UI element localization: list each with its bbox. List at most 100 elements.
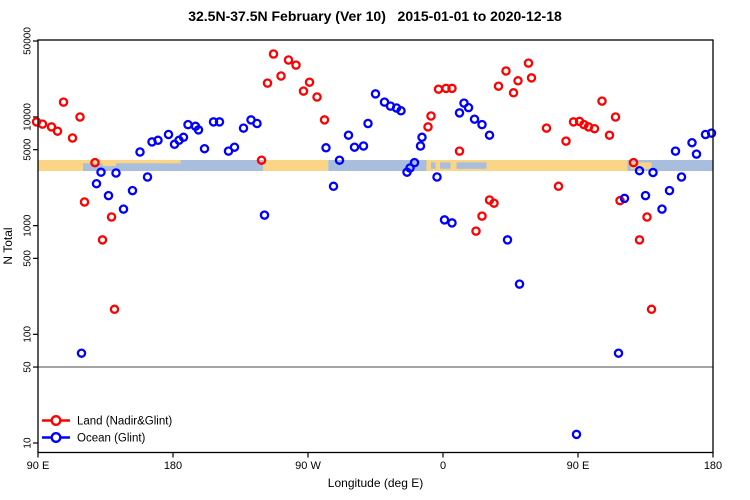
data-point — [106, 212, 117, 222]
data-point — [691, 149, 702, 159]
data-point — [304, 77, 315, 87]
data-point — [561, 136, 571, 146]
data-point — [471, 226, 481, 236]
data-point — [97, 235, 108, 245]
coast-band-segment — [83, 159, 263, 172]
data-point — [409, 157, 420, 168]
y-tick-label: 500 — [23, 250, 34, 267]
data-point — [96, 167, 106, 177]
data-point — [321, 143, 331, 153]
data-point — [118, 204, 129, 214]
coast-band-patch — [167, 159, 176, 164]
coast-band-segment — [627, 159, 713, 172]
data-point — [163, 129, 174, 140]
data-point — [493, 81, 504, 91]
data-point — [597, 96, 607, 106]
coast-band-segment — [489, 159, 628, 172]
data-point — [642, 212, 652, 222]
y-axis-title: N Total — [1, 227, 15, 264]
coast-band-segment — [263, 159, 329, 172]
data-point — [568, 117, 579, 127]
data-point — [75, 112, 85, 122]
data-point — [469, 114, 480, 124]
data-point — [214, 117, 225, 127]
data-point — [67, 133, 78, 143]
data-point — [291, 60, 301, 70]
data-point — [526, 73, 537, 83]
data-point — [193, 125, 204, 135]
data-point — [423, 122, 433, 132]
data-point — [252, 118, 262, 129]
series-ocean — [76, 89, 717, 440]
data-point — [298, 86, 309, 96]
data-point — [238, 123, 249, 133]
coast-band-segment — [328, 159, 427, 172]
data-point — [262, 78, 273, 88]
data-point — [358, 141, 369, 151]
data-point — [178, 132, 189, 143]
data-point — [541, 123, 552, 133]
data-point — [439, 215, 450, 225]
data-point — [79, 197, 90, 207]
data-point — [76, 348, 87, 358]
data-point — [502, 235, 513, 245]
data-point — [513, 76, 523, 86]
data-point — [648, 167, 658, 178]
data-point — [613, 348, 624, 358]
data-point — [256, 155, 267, 165]
chart-title: 32.5N-37.5N February (Ver 10) 2015-01-01… — [188, 8, 562, 24]
data-point — [103, 190, 114, 201]
data-point — [477, 211, 487, 221]
data-point — [142, 172, 153, 182]
data-point — [634, 165, 645, 176]
data-point — [463, 102, 474, 113]
data-point — [363, 118, 373, 129]
data-point — [664, 185, 675, 196]
y-tick-label: 5000 — [23, 138, 34, 161]
data-point — [454, 108, 465, 118]
data-point — [441, 83, 451, 94]
data-point — [489, 198, 499, 208]
data-point — [199, 143, 210, 154]
y-tick-label: 50000 — [23, 27, 34, 55]
data-point — [153, 135, 163, 146]
data-point — [283, 55, 294, 65]
data-point — [312, 92, 322, 102]
data-point — [135, 147, 145, 157]
data-point — [640, 190, 651, 201]
data-point — [91, 178, 102, 189]
y-tick-label: 10 — [23, 437, 34, 449]
data-point — [208, 117, 219, 127]
coast-band-patch — [102, 159, 116, 167]
data-point — [523, 58, 534, 68]
data-point — [52, 126, 63, 136]
plot-frame — [37, 39, 714, 454]
x-tick-label: 180 — [704, 460, 722, 472]
data-point — [477, 119, 487, 130]
data-point — [432, 172, 442, 182]
data-point — [37, 119, 48, 129]
data-point — [111, 168, 121, 178]
data-point — [610, 112, 621, 122]
coast-band-patch — [630, 162, 652, 169]
data-point — [571, 429, 582, 440]
data-point — [127, 185, 138, 196]
legend-land-label: Land (Nadir&Glint) — [77, 416, 172, 428]
data-point — [514, 279, 525, 289]
legend: Land (Nadir&Glint) Ocean (Glint) — [42, 415, 172, 445]
axes: 90 E 180 90 W 0 90 E 180 10 50 100 500 1000 5000 100… — [23, 27, 723, 472]
data-point — [183, 119, 193, 130]
data-point — [229, 142, 240, 152]
data-point — [676, 172, 687, 182]
coast-band-segment — [38, 159, 83, 172]
data-point — [687, 137, 697, 148]
y-tick-label: 10000 — [23, 103, 34, 131]
legend-ocean-marker-icon — [50, 432, 62, 444]
data-point — [396, 106, 406, 116]
data-point — [447, 83, 457, 94]
x-tick-label: 90 W — [295, 460, 321, 472]
data-point — [276, 71, 286, 81]
legend-land-marker-icon — [50, 415, 62, 427]
series-land — [31, 49, 657, 315]
